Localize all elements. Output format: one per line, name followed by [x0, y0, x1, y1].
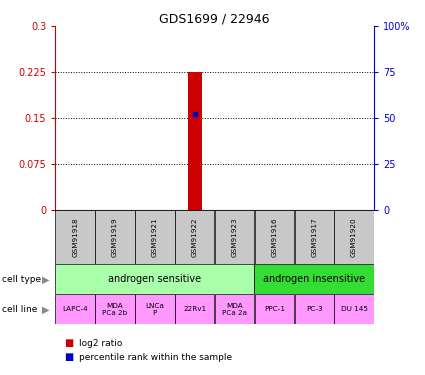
Text: GSM91917: GSM91917	[311, 217, 317, 257]
Bar	[334, 210, 374, 264]
Bar	[55, 264, 255, 294]
Bar	[255, 210, 294, 264]
Bar	[135, 210, 175, 264]
Bar	[255, 264, 374, 294]
Text: ■: ■	[64, 338, 73, 348]
Bar	[255, 294, 294, 324]
Text: androgen sensitive: androgen sensitive	[108, 274, 201, 284]
Bar	[135, 294, 175, 324]
Bar	[55, 210, 95, 264]
Bar	[175, 294, 215, 324]
Text: MDA
PCa 2a: MDA PCa 2a	[222, 303, 247, 316]
Bar	[334, 294, 374, 324]
Text: cell line: cell line	[2, 305, 37, 314]
Title: GDS1699 / 22946: GDS1699 / 22946	[159, 12, 270, 25]
Text: androgen insensitive: androgen insensitive	[263, 274, 366, 284]
Text: GSM91916: GSM91916	[272, 217, 278, 257]
Bar	[295, 210, 334, 264]
Bar	[55, 294, 95, 324]
Text: GSM91922: GSM91922	[192, 217, 198, 257]
Text: GSM91921: GSM91921	[152, 217, 158, 257]
Bar	[95, 294, 135, 324]
Text: log2 ratio: log2 ratio	[79, 339, 122, 348]
Text: LNCa
P: LNCa P	[145, 303, 164, 316]
Text: ■: ■	[64, 352, 73, 362]
Text: LAPC-4: LAPC-4	[62, 306, 88, 312]
Text: GSM91919: GSM91919	[112, 217, 118, 257]
Bar	[95, 210, 135, 264]
Text: DU 145: DU 145	[340, 306, 368, 312]
Text: cell type: cell type	[2, 275, 41, 284]
Text: 22Rv1: 22Rv1	[183, 306, 206, 312]
Text: GSM91918: GSM91918	[72, 217, 78, 257]
Text: GSM91923: GSM91923	[232, 217, 238, 257]
Text: percentile rank within the sample: percentile rank within the sample	[79, 352, 232, 362]
Bar	[188, 72, 202, 210]
Bar	[295, 294, 334, 324]
Text: GSM91920: GSM91920	[351, 217, 357, 257]
Bar	[215, 294, 254, 324]
Bar	[215, 210, 254, 264]
Text: MDA
PCa 2b: MDA PCa 2b	[102, 303, 128, 316]
Text: ▶: ▶	[42, 274, 50, 284]
Text: PPC-1: PPC-1	[264, 306, 285, 312]
Bar	[175, 210, 215, 264]
Text: PC-3: PC-3	[306, 306, 323, 312]
Text: ▶: ▶	[42, 304, 50, 314]
